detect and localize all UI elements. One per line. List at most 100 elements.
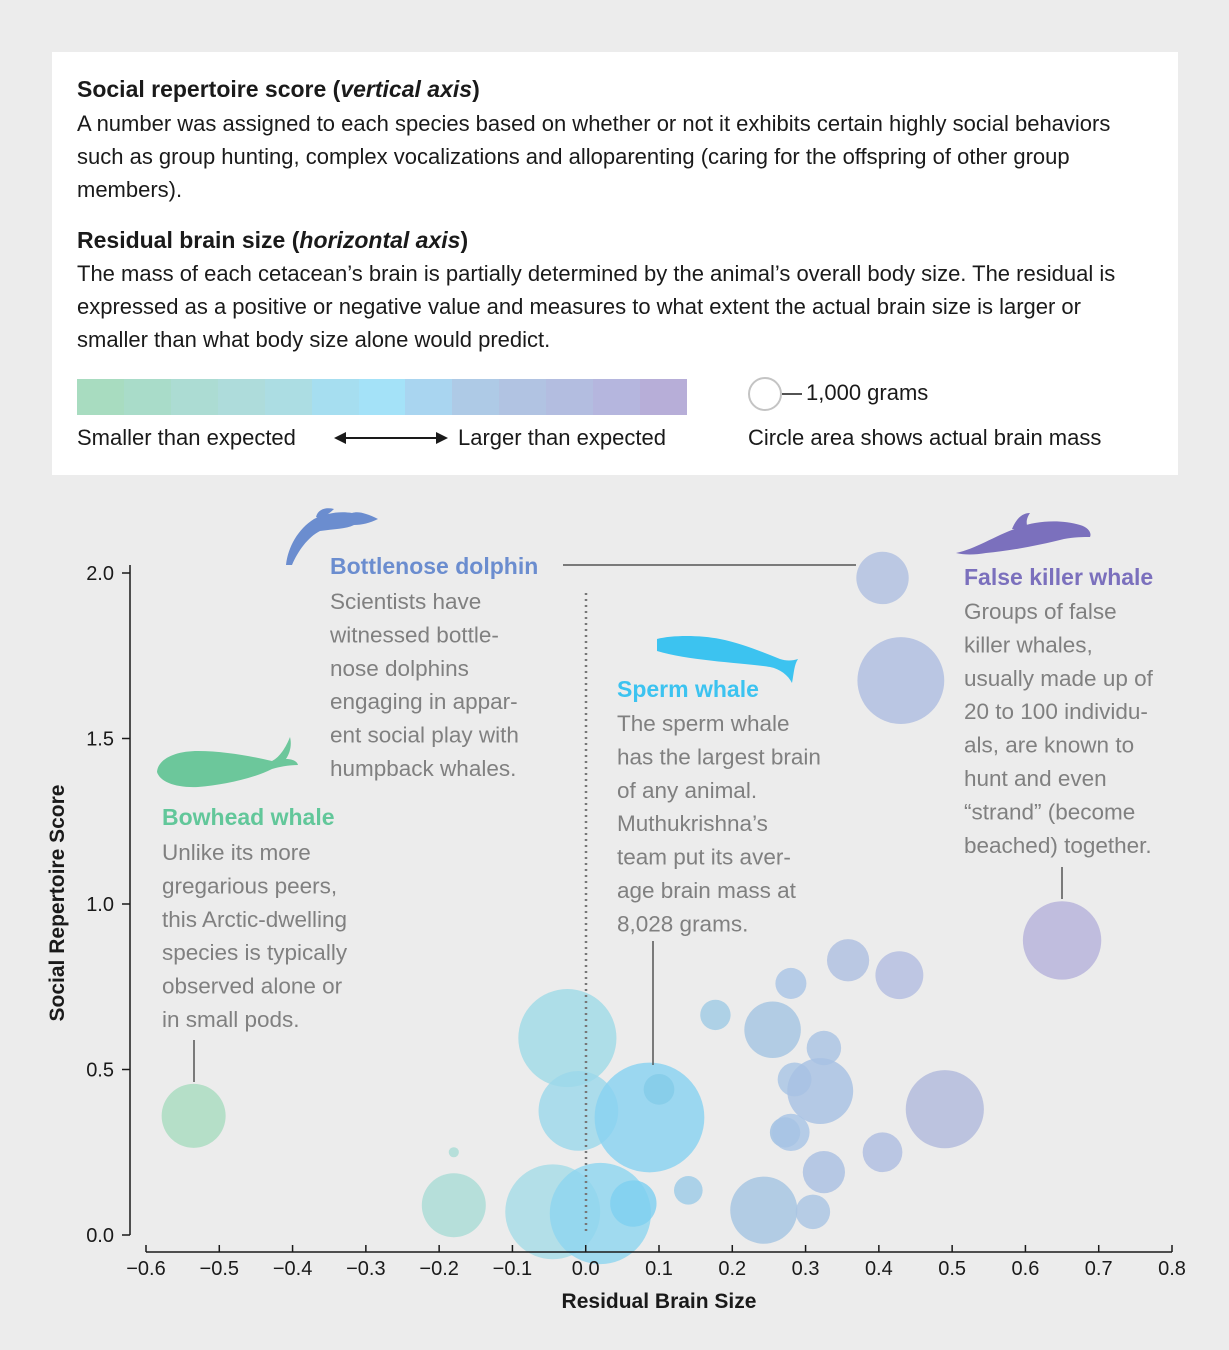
color-scale-swatch [264,379,312,415]
annotation-line: nose dolphins [330,656,469,681]
color-scale-swatch [405,379,453,415]
data-point [802,1151,845,1194]
x-tick-label: 0.1 [645,1258,673,1280]
larger-than-expected-label: Larger than expected [458,425,666,450]
x-tick-label: −0.5 [200,1258,239,1280]
x-tick-label: 0.7 [1085,1258,1113,1280]
data-point [856,551,909,605]
data-point [594,1062,705,1173]
data-point [700,999,731,1031]
data-points [161,551,1102,1265]
x-tick-label: 0.4 [865,1258,893,1280]
data-point [610,1180,657,1227]
bottlenose-annotation: Bottlenose dolphin Scientists have witnes… [329,553,538,781]
data-point [775,967,807,999]
horizontal-axis-heading: Residual brain size (horizontal axis) [77,227,469,253]
false-killer-title: False killer whale [964,564,1153,590]
annotation-line: The sperm whale [617,711,790,736]
annotation-line: usually made up of [964,666,1154,691]
bowhead-title: Bowhead whale [162,804,335,830]
x-tick-label: 0.2 [718,1258,746,1280]
bowhead-whale-icon [157,737,298,788]
bowhead-annotation: Bowhead whale Unlike its more gregarious … [162,804,348,1032]
scatter-chart: −0.6 −0.5 −0.4 −0.3 −0.2 −0.1 0.0 0.1 0.2 0.3 0.4 0… [46,508,1186,1313]
data-point [787,1058,854,1124]
annotation-line: humpback whales. [330,756,516,781]
x-axis-title: Residual Brain Size [562,1290,757,1313]
annotation-line: 8,028 grams. [617,911,748,936]
data-point [1022,901,1102,980]
data-point [795,1194,831,1230]
double-arrow-icon [334,432,448,444]
x-tick-label: 0.6 [1012,1258,1040,1280]
data-point [674,1176,703,1205]
false-killer-description: Groups of false killer whales, usually mad… [964,599,1154,858]
sperm-description: The sperm whale has the largest brain of a… [617,711,821,936]
data-point [744,1001,801,1059]
color-scale-swatch [170,379,218,415]
annotation-line: in small pods. [162,1007,300,1032]
circle-area-note: Circle area shows actual brain mass [748,425,1102,450]
data-point [905,1070,984,1149]
annotation-line: ent social play with [330,723,519,748]
x-tick-label: −0.4 [273,1258,312,1280]
annotation-line: of any animal. [617,778,757,803]
annotation-line: engaging in appar- [330,689,518,714]
annotation-line: observed alone or [162,974,343,999]
color-scale-swatch [593,379,641,415]
axis-ticks: −0.6 −0.5 −0.4 −0.3 −0.2 −0.1 0.0 0.1 0.2 0.3 0.4 0… [86,563,1186,1280]
size-reference-circle [748,377,802,411]
data-point [161,1083,226,1148]
annotation-line: age brain mass at [617,878,797,903]
annotation-line: this Arctic-dwelling [162,907,347,932]
annotation-line: team put its aver- [617,845,791,870]
annotation-line: Groups of false [964,599,1117,624]
annotation-line: witnessed bottle- [329,622,499,647]
color-scale-swatch [311,379,359,415]
annotation-line: has the largest brain [617,744,821,769]
x-tick-label: −0.2 [419,1258,458,1280]
annotation-line: beached) together. [964,833,1152,858]
sperm-whale-icon [657,636,798,683]
y-tick-label: 1.0 [86,894,114,916]
vertical-axis-heading: Social repertoire score (vertical axis) [77,76,480,102]
x-tick-label: 0.8 [1158,1258,1186,1280]
sperm-title: Sperm whale [617,676,759,702]
x-tick-label: −0.6 [126,1258,165,1280]
data-point [421,1173,486,1238]
annotation-line: als, are known to [964,733,1134,758]
bottlenose-description: Scientists have witnessed bottle-nose dol… [329,589,519,781]
false-killer-annotation: False killer whale Groups of false killer… [964,564,1154,858]
annotation-line: 20 to 100 individu- [964,699,1148,724]
sperm-annotation: Sperm whale The sperm whale has the large… [617,676,821,936]
color-scale-swatch [217,379,265,415]
data-point [862,1132,903,1173]
color-scale-swatch [640,379,687,415]
y-tick-label: 2.0 [86,563,114,585]
annotation-line: gregarious peers, [162,873,337,898]
bottlenose-dolphin-icon [286,508,378,565]
color-scale-swatch [452,379,500,415]
annotation-line: Scientists have [330,589,481,614]
x-tick-label: 0.5 [938,1258,966,1280]
data-point [826,939,870,982]
data-point [643,1074,675,1105]
y-tick-label: 1.5 [86,729,114,751]
color-scale-bar [77,379,687,415]
annotation-line: species is typically [162,940,348,965]
data-point [772,1113,810,1152]
data-point [857,637,945,724]
annotation-line: Muthukrishna’s [617,811,768,836]
x-tick-label: −0.3 [346,1258,385,1280]
annotation-line: Unlike its more [162,840,311,865]
legend-panel: Social repertoire score (vertical axis) … [52,52,1178,475]
color-scale-swatch [123,379,171,415]
x-tick-label: 0.0 [572,1258,600,1280]
x-tick-label: 0.3 [792,1258,820,1280]
smaller-than-expected-label: Smaller than expected [77,425,296,450]
color-scale-swatch [546,379,594,415]
annotation-line: hunt and even [964,766,1107,791]
data-point [518,988,617,1088]
data-point [875,951,924,1000]
color-scale-swatch [499,379,547,415]
